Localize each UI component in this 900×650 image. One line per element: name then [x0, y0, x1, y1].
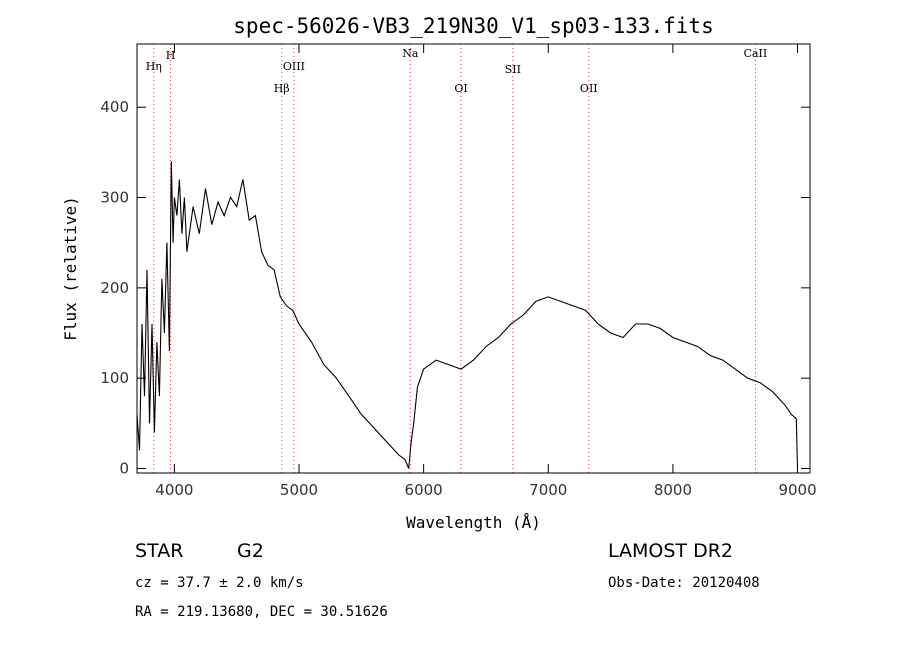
- spectral-line-label: SII: [505, 63, 521, 76]
- spectral-line-label: Hβ: [274, 82, 290, 95]
- object-class: STAR: [135, 540, 184, 562]
- spectral-line-label: CaII: [744, 47, 768, 60]
- spectral-line-label: OI: [454, 82, 467, 95]
- y-tick-label: 200: [100, 279, 129, 297]
- spectrum-line: [136, 161, 799, 469]
- y-tick-label: 0: [119, 459, 129, 477]
- object-subclass: G2: [237, 540, 264, 562]
- spectral-line-label: Hη: [146, 60, 162, 73]
- coordinates: RA = 219.13680, DEC = 30.51626: [135, 604, 388, 620]
- plot-frame: [136, 43, 811, 474]
- x-tick-label: 4000: [155, 481, 193, 499]
- observation-date: Obs-Date: 20120408: [608, 575, 760, 591]
- x-tick-label: 9000: [778, 481, 816, 499]
- x-tick-label: 6000: [405, 481, 443, 499]
- spectral-line-label: OIII: [283, 60, 305, 73]
- y-axis-title: Flux (relative): [61, 196, 80, 341]
- y-tick-label: 400: [100, 98, 129, 116]
- redshift-velocity: cz = 37.7 ± 2.0 km/s: [135, 575, 304, 591]
- spectral-line-label: H: [166, 49, 176, 62]
- x-tick-label: 8000: [654, 481, 692, 499]
- y-tick-label: 300: [100, 189, 129, 207]
- survey-name: LAMOST DR2: [608, 540, 733, 562]
- x-tick-label: 5000: [280, 481, 318, 499]
- x-tick-label: 7000: [529, 481, 567, 499]
- spectral-line-label: Na: [402, 47, 419, 60]
- x-axis-title: Wavelength (Å): [406, 513, 541, 532]
- spectral-line-label: OII: [580, 82, 598, 95]
- chart-title: spec-56026-VB3_219N30_V1_sp03-133.fits: [233, 14, 713, 38]
- y-tick-label: 100: [100, 369, 129, 387]
